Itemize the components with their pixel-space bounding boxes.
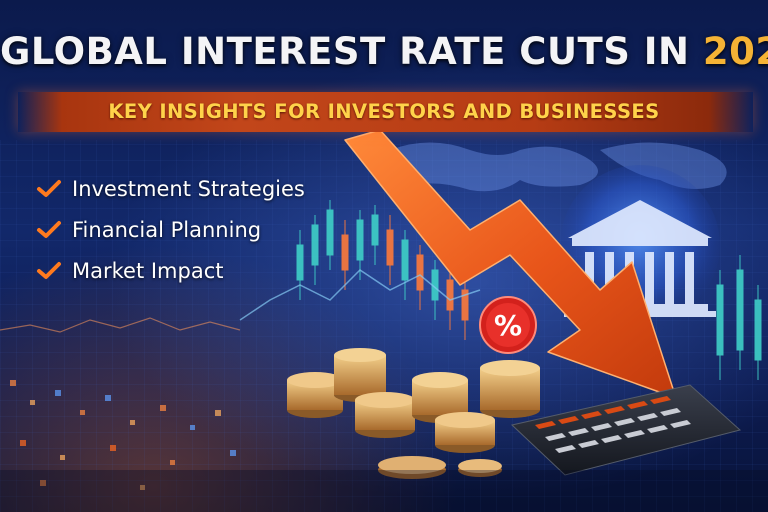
- list-item: Market Impact: [36, 250, 305, 291]
- calculator: [510, 384, 742, 476]
- subtitle: KEY INSIGHTS FOR INVESTORS AND BUSINESSE…: [108, 100, 660, 123]
- bullet-list: Investment Strategies Financial Planning…: [36, 168, 305, 291]
- list-item-label: Investment Strategies: [72, 176, 305, 201]
- check-icon: [37, 220, 61, 238]
- list-item: Financial Planning: [36, 209, 305, 250]
- list-item: Investment Strategies: [36, 168, 305, 209]
- coin-stacks: [287, 348, 540, 479]
- list-item-label: Market Impact: [72, 258, 224, 283]
- background-lights: [10, 380, 236, 490]
- candlestick-chart: [0, 200, 762, 380]
- downward-arrow: [344, 129, 677, 399]
- percent-badge-icon: %: [479, 296, 537, 354]
- check-icon: [37, 261, 61, 279]
- title-year: 2026: [702, 30, 768, 73]
- subtitle-ribbon: [18, 92, 753, 132]
- title-main: GLOBAL INTEREST RATE CUTS IN: [0, 30, 703, 73]
- world-map: [389, 142, 727, 192]
- page-title: GLOBAL INTEREST RATE CUTS IN 2026: [0, 30, 768, 73]
- percent-symbol: %: [494, 309, 522, 342]
- list-item-label: Financial Planning: [72, 217, 262, 242]
- check-icon: [37, 179, 61, 197]
